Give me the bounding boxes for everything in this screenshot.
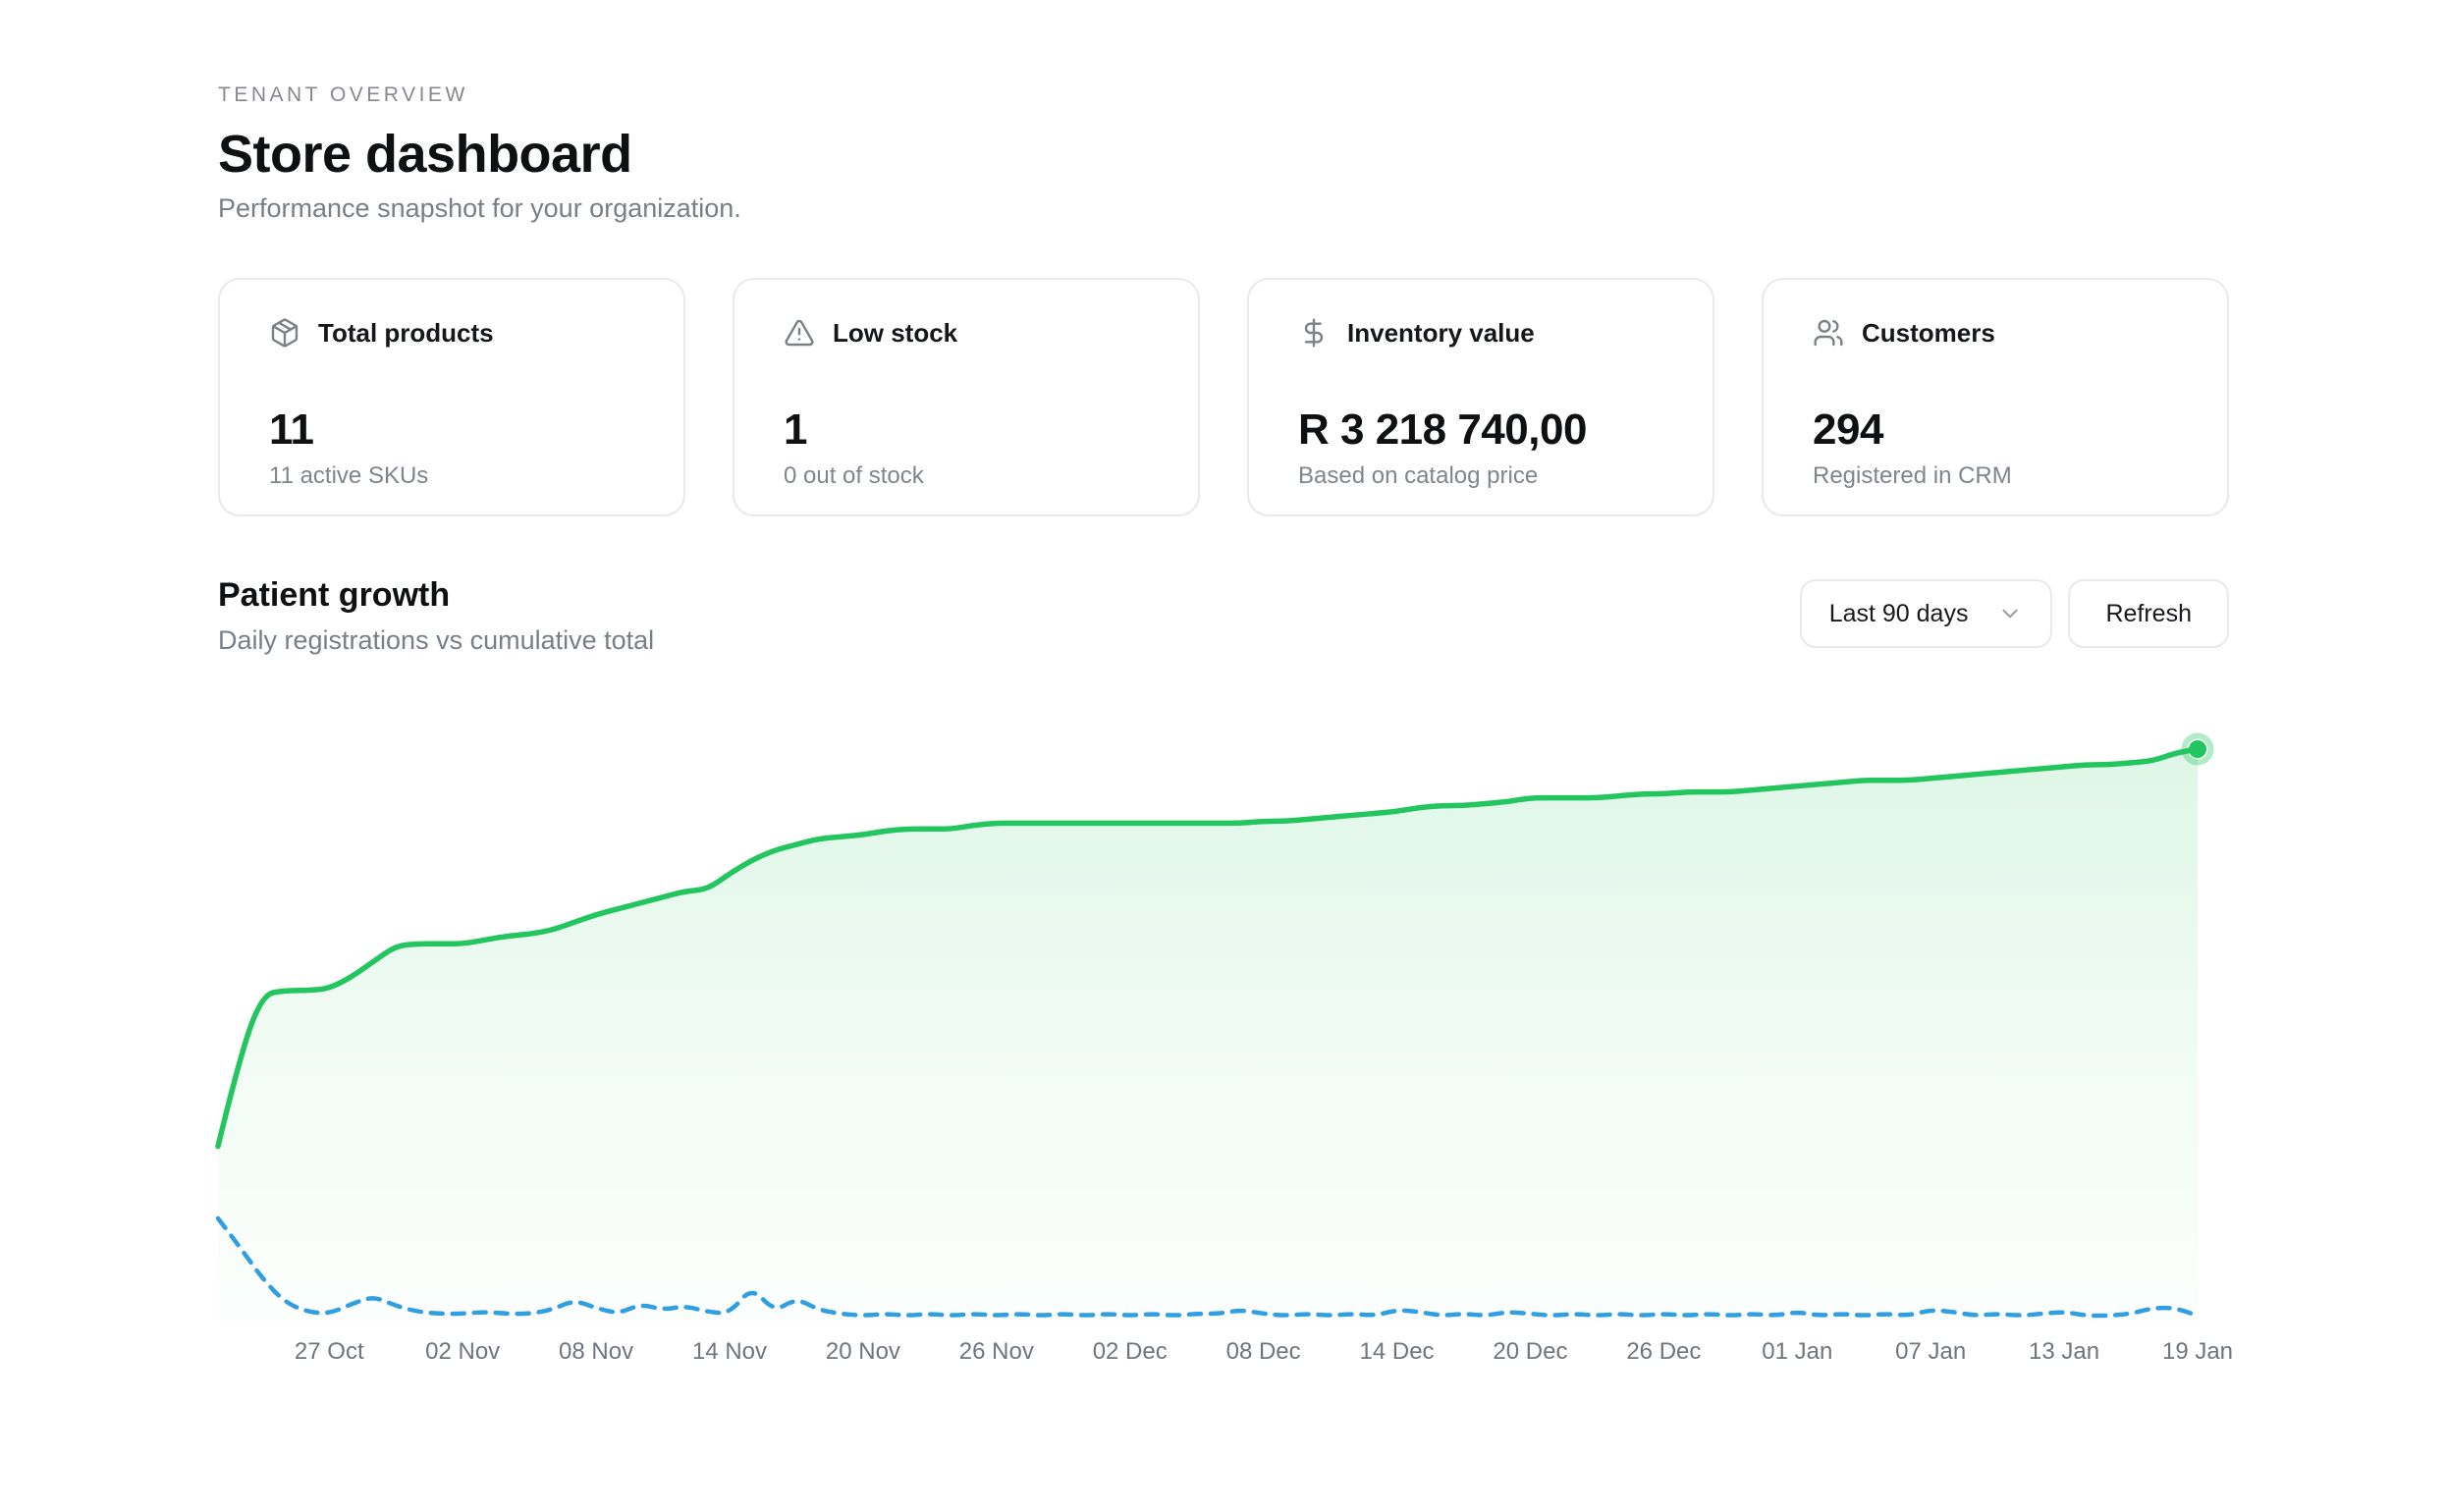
range-select-label: Last 90 days xyxy=(1828,599,1969,627)
card-subtext: 11 active SKUs xyxy=(269,462,429,489)
cumulative-area-fill xyxy=(218,749,2198,1322)
tenant-overview-eyebrow: TENANT OVERVIEW xyxy=(218,83,468,106)
x-axis-label: 02 Nov xyxy=(425,1338,500,1365)
card-header: Low stock xyxy=(784,317,1149,349)
dollar-sign-icon xyxy=(1298,317,1330,349)
x-axis-label: 02 Dec xyxy=(1093,1338,1168,1365)
card-label: Inventory value xyxy=(1347,317,1535,348)
stat-card-customers: Customers 294 Registered in CRM xyxy=(1762,278,2229,516)
x-axis-label: 20 Dec xyxy=(1493,1338,1567,1365)
package-icon xyxy=(269,317,300,349)
patient-growth-chart: 27 Oct 02 Nov 08 Nov 14 Nov 20 Nov 26 Nov 02 D… xyxy=(215,721,2233,1369)
x-axis-label: 26 Nov xyxy=(959,1338,1034,1365)
card-value: 1 xyxy=(784,405,807,454)
cumulative-total-line xyxy=(215,746,2201,1150)
x-axis-label: 27 Oct xyxy=(295,1338,364,1365)
card-value: 294 xyxy=(1813,405,1883,454)
page-subtitle: Performance snapshot for your organizati… xyxy=(218,193,741,223)
card-header: Total products xyxy=(269,317,634,349)
patient-growth-section-header: Patient growth Daily registrations vs cu… xyxy=(218,575,2229,656)
end-point-dot xyxy=(2189,740,2206,758)
section-heading-block: Patient growth Daily registrations vs cu… xyxy=(218,575,654,656)
page-title: Store dashboard xyxy=(218,125,632,184)
card-subtext: Registered in CRM xyxy=(1813,462,2012,489)
chevron-down-icon xyxy=(1997,601,2023,626)
growth-chart-svg: 27 Oct 02 Nov 08 Nov 14 Nov 20 Nov 26 Nov 02 D… xyxy=(215,732,2233,1365)
card-label: Low stock xyxy=(833,317,958,348)
stat-card-inventory-value: Inventory value R 3 218 740,00 Based on … xyxy=(1247,278,1714,516)
x-axis-label: 20 Nov xyxy=(826,1338,900,1365)
stat-cards-row: Total products 11 11 active SKUs Low sto… xyxy=(218,278,2229,516)
alert-triangle-icon xyxy=(784,317,815,349)
chart-controls: Last 90 days Refresh xyxy=(1799,579,2229,648)
x-axis-label: 14 Dec xyxy=(1360,1338,1435,1365)
section-subtitle: Daily registrations vs cumulative total xyxy=(218,625,655,655)
range-select-button[interactable]: Last 90 days xyxy=(1799,579,2053,648)
end-point-halo xyxy=(2181,732,2214,766)
card-header: Inventory value xyxy=(1298,317,1663,349)
stat-card-total-products: Total products 11 11 active SKUs xyxy=(218,278,685,516)
section-title: Patient growth xyxy=(218,576,451,614)
stat-card-low-stock: Low stock 1 0 out of stock xyxy=(733,278,1200,516)
card-subtext: Based on catalog price xyxy=(1298,462,1539,489)
users-icon xyxy=(1813,317,1844,349)
x-axis-label: 08 Nov xyxy=(559,1338,633,1365)
x-axis-label: 19 Jan xyxy=(2162,1338,2233,1365)
card-value: 11 xyxy=(269,405,314,454)
card-subtext: 0 out of stock xyxy=(784,462,924,489)
x-axis-label: 13 Jan xyxy=(2029,1338,2099,1365)
card-header: Customers xyxy=(1813,317,2178,349)
refresh-label: Refresh xyxy=(2105,599,2192,627)
card-label: Customers xyxy=(1862,317,1995,348)
x-axis-label: 07 Jan xyxy=(1895,1338,1966,1365)
x-axis-label: 26 Dec xyxy=(1626,1338,1701,1365)
x-axis-label: 08 Dec xyxy=(1226,1338,1301,1365)
x-axis-label: 14 Nov xyxy=(692,1338,767,1365)
card-value: R 3 218 740,00 xyxy=(1298,405,1587,454)
refresh-button[interactable]: Refresh xyxy=(2068,579,2229,648)
x-axis-label: 01 Jan xyxy=(1762,1338,1832,1365)
dashboard-page: TENANT OVERVIEW Store dashboard Performa… xyxy=(215,0,2233,1369)
daily-registrations-line xyxy=(215,1215,2201,1319)
card-label: Total products xyxy=(318,317,494,348)
